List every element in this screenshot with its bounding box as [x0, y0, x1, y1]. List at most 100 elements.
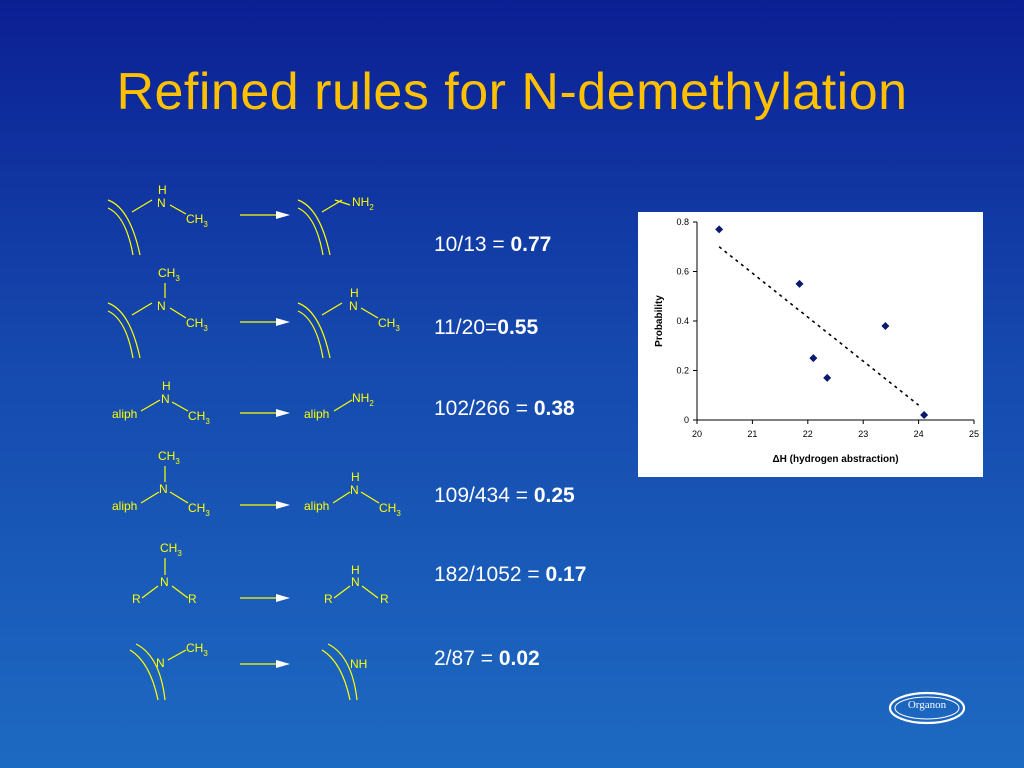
h-label: H — [350, 286, 359, 300]
n-label: N — [157, 196, 166, 210]
n-label: N — [159, 482, 168, 496]
ring-arc — [107, 199, 141, 256]
bond-line — [360, 307, 379, 319]
slide-title: Refined rules for N-demethylation — [116, 63, 908, 121]
h-label: H — [158, 183, 167, 197]
n-label: N — [161, 392, 170, 406]
ratio-row-5: 182/1052 = 0.17 — [434, 563, 587, 586]
arrow-head — [276, 211, 290, 219]
organon-logo: Organon — [888, 690, 966, 726]
bond-line — [334, 199, 351, 206]
ring-arc — [327, 643, 358, 701]
bond-line — [171, 401, 189, 412]
r-label: R — [380, 592, 389, 606]
x-axis-label: ΔH (hydrogen abstraction) — [772, 454, 898, 465]
aliph-label: aliph — [304, 407, 329, 421]
arrow-head — [276, 318, 290, 326]
nh2-label: NH2 — [352, 195, 374, 212]
n-label: N — [350, 483, 359, 497]
bond-line — [332, 491, 351, 504]
h-label: H — [351, 470, 360, 484]
aliph-label: aliph — [112, 499, 137, 513]
x-tick-label: 21 — [747, 429, 757, 439]
bond-line — [167, 649, 187, 661]
ratio-row-1: 10/13 = 0.77 — [434, 233, 552, 256]
h-label: H — [162, 379, 171, 393]
ch3-label: CH3 — [379, 501, 401, 518]
y-tick-label: 0 — [684, 415, 689, 425]
ring-arc — [135, 643, 166, 701]
n-label: N — [156, 656, 165, 670]
n-label: N — [351, 575, 360, 589]
ratio-row-2: 11/20=0.55 — [434, 316, 539, 339]
ch3-label: CH3 — [188, 409, 210, 426]
ring-arc — [297, 302, 331, 359]
ch3-label: CH3 — [186, 212, 208, 229]
bond-line — [171, 585, 189, 599]
n-label: N — [160, 575, 169, 589]
bond-line — [169, 491, 189, 504]
ratio-row-4: 109/434 = 0.25 — [434, 484, 575, 507]
arrow-head — [276, 660, 290, 668]
aliph-label: aliph — [304, 499, 329, 513]
nh2-label: NH2 — [352, 391, 374, 408]
bond-line — [169, 307, 187, 319]
ch3-label: CH3 — [160, 541, 182, 558]
y-tick-label: 0.2 — [676, 366, 689, 376]
trendline — [718, 246, 920, 406]
h-label: H — [351, 563, 360, 577]
n-label: N — [349, 299, 358, 313]
aliph-label: aliph — [112, 407, 137, 421]
x-tick-label: 22 — [803, 429, 813, 439]
ch3-label: CH3 — [158, 266, 180, 283]
bond-line — [169, 204, 187, 215]
data-point — [881, 321, 890, 330]
bond-line — [333, 585, 351, 599]
arrow-head — [276, 409, 290, 417]
y-tick-label: 0.4 — [676, 316, 689, 326]
ring-arc — [107, 207, 134, 256]
ring-arc — [107, 310, 134, 359]
ch3-label: CH3 — [378, 316, 400, 333]
ring-arc — [107, 302, 141, 359]
x-tick-label: 23 — [858, 429, 868, 439]
y-tick-label: 0.6 — [676, 267, 689, 277]
ch3-label: CH3 — [188, 501, 210, 518]
nh-label: NH — [350, 657, 367, 671]
bond-line — [361, 585, 379, 599]
ring-arc — [297, 310, 324, 359]
data-point — [920, 411, 929, 420]
n-label: N — [157, 299, 166, 313]
ring-arc — [129, 649, 159, 701]
bond-line — [140, 399, 161, 412]
ring-arc — [321, 649, 351, 701]
bond-line — [131, 302, 153, 316]
ratio-row-6: 2/87 = 0.02 — [434, 647, 540, 670]
bond-line — [141, 585, 159, 599]
data-point — [795, 279, 804, 288]
x-tick-label: 24 — [914, 429, 924, 439]
ch3-label: CH3 — [158, 449, 180, 466]
y-tick-label: 0.8 — [676, 217, 689, 227]
x-tick-label: 25 — [969, 429, 979, 439]
ch3-label: CH3 — [186, 316, 208, 333]
ch3-label: CH3 — [186, 641, 208, 658]
bond-line — [140, 491, 160, 504]
data-point — [823, 373, 832, 382]
bond-line — [360, 491, 380, 504]
data-point — [715, 225, 724, 234]
ring-arc — [297, 207, 324, 256]
logo-text: Organon — [907, 699, 947, 711]
arrow-head — [276, 594, 290, 602]
r-label: R — [188, 592, 197, 606]
data-point — [809, 354, 818, 363]
x-tick-label: 20 — [692, 429, 702, 439]
bond-line — [131, 199, 153, 213]
chart-svg: 0 0.2 0.4 0.6 0.8 20 21 22 23 24 25 ΔH (hydrogen ab… — [654, 217, 979, 465]
scatter-chart: 0 0.2 0.4 0.6 0.8 20 21 22 23 24 25 ΔH (hydrogen ab… — [638, 212, 983, 477]
arrow-head — [276, 501, 290, 509]
r-label: R — [132, 592, 141, 606]
r-label: R — [324, 592, 333, 606]
bond-line — [333, 399, 353, 412]
